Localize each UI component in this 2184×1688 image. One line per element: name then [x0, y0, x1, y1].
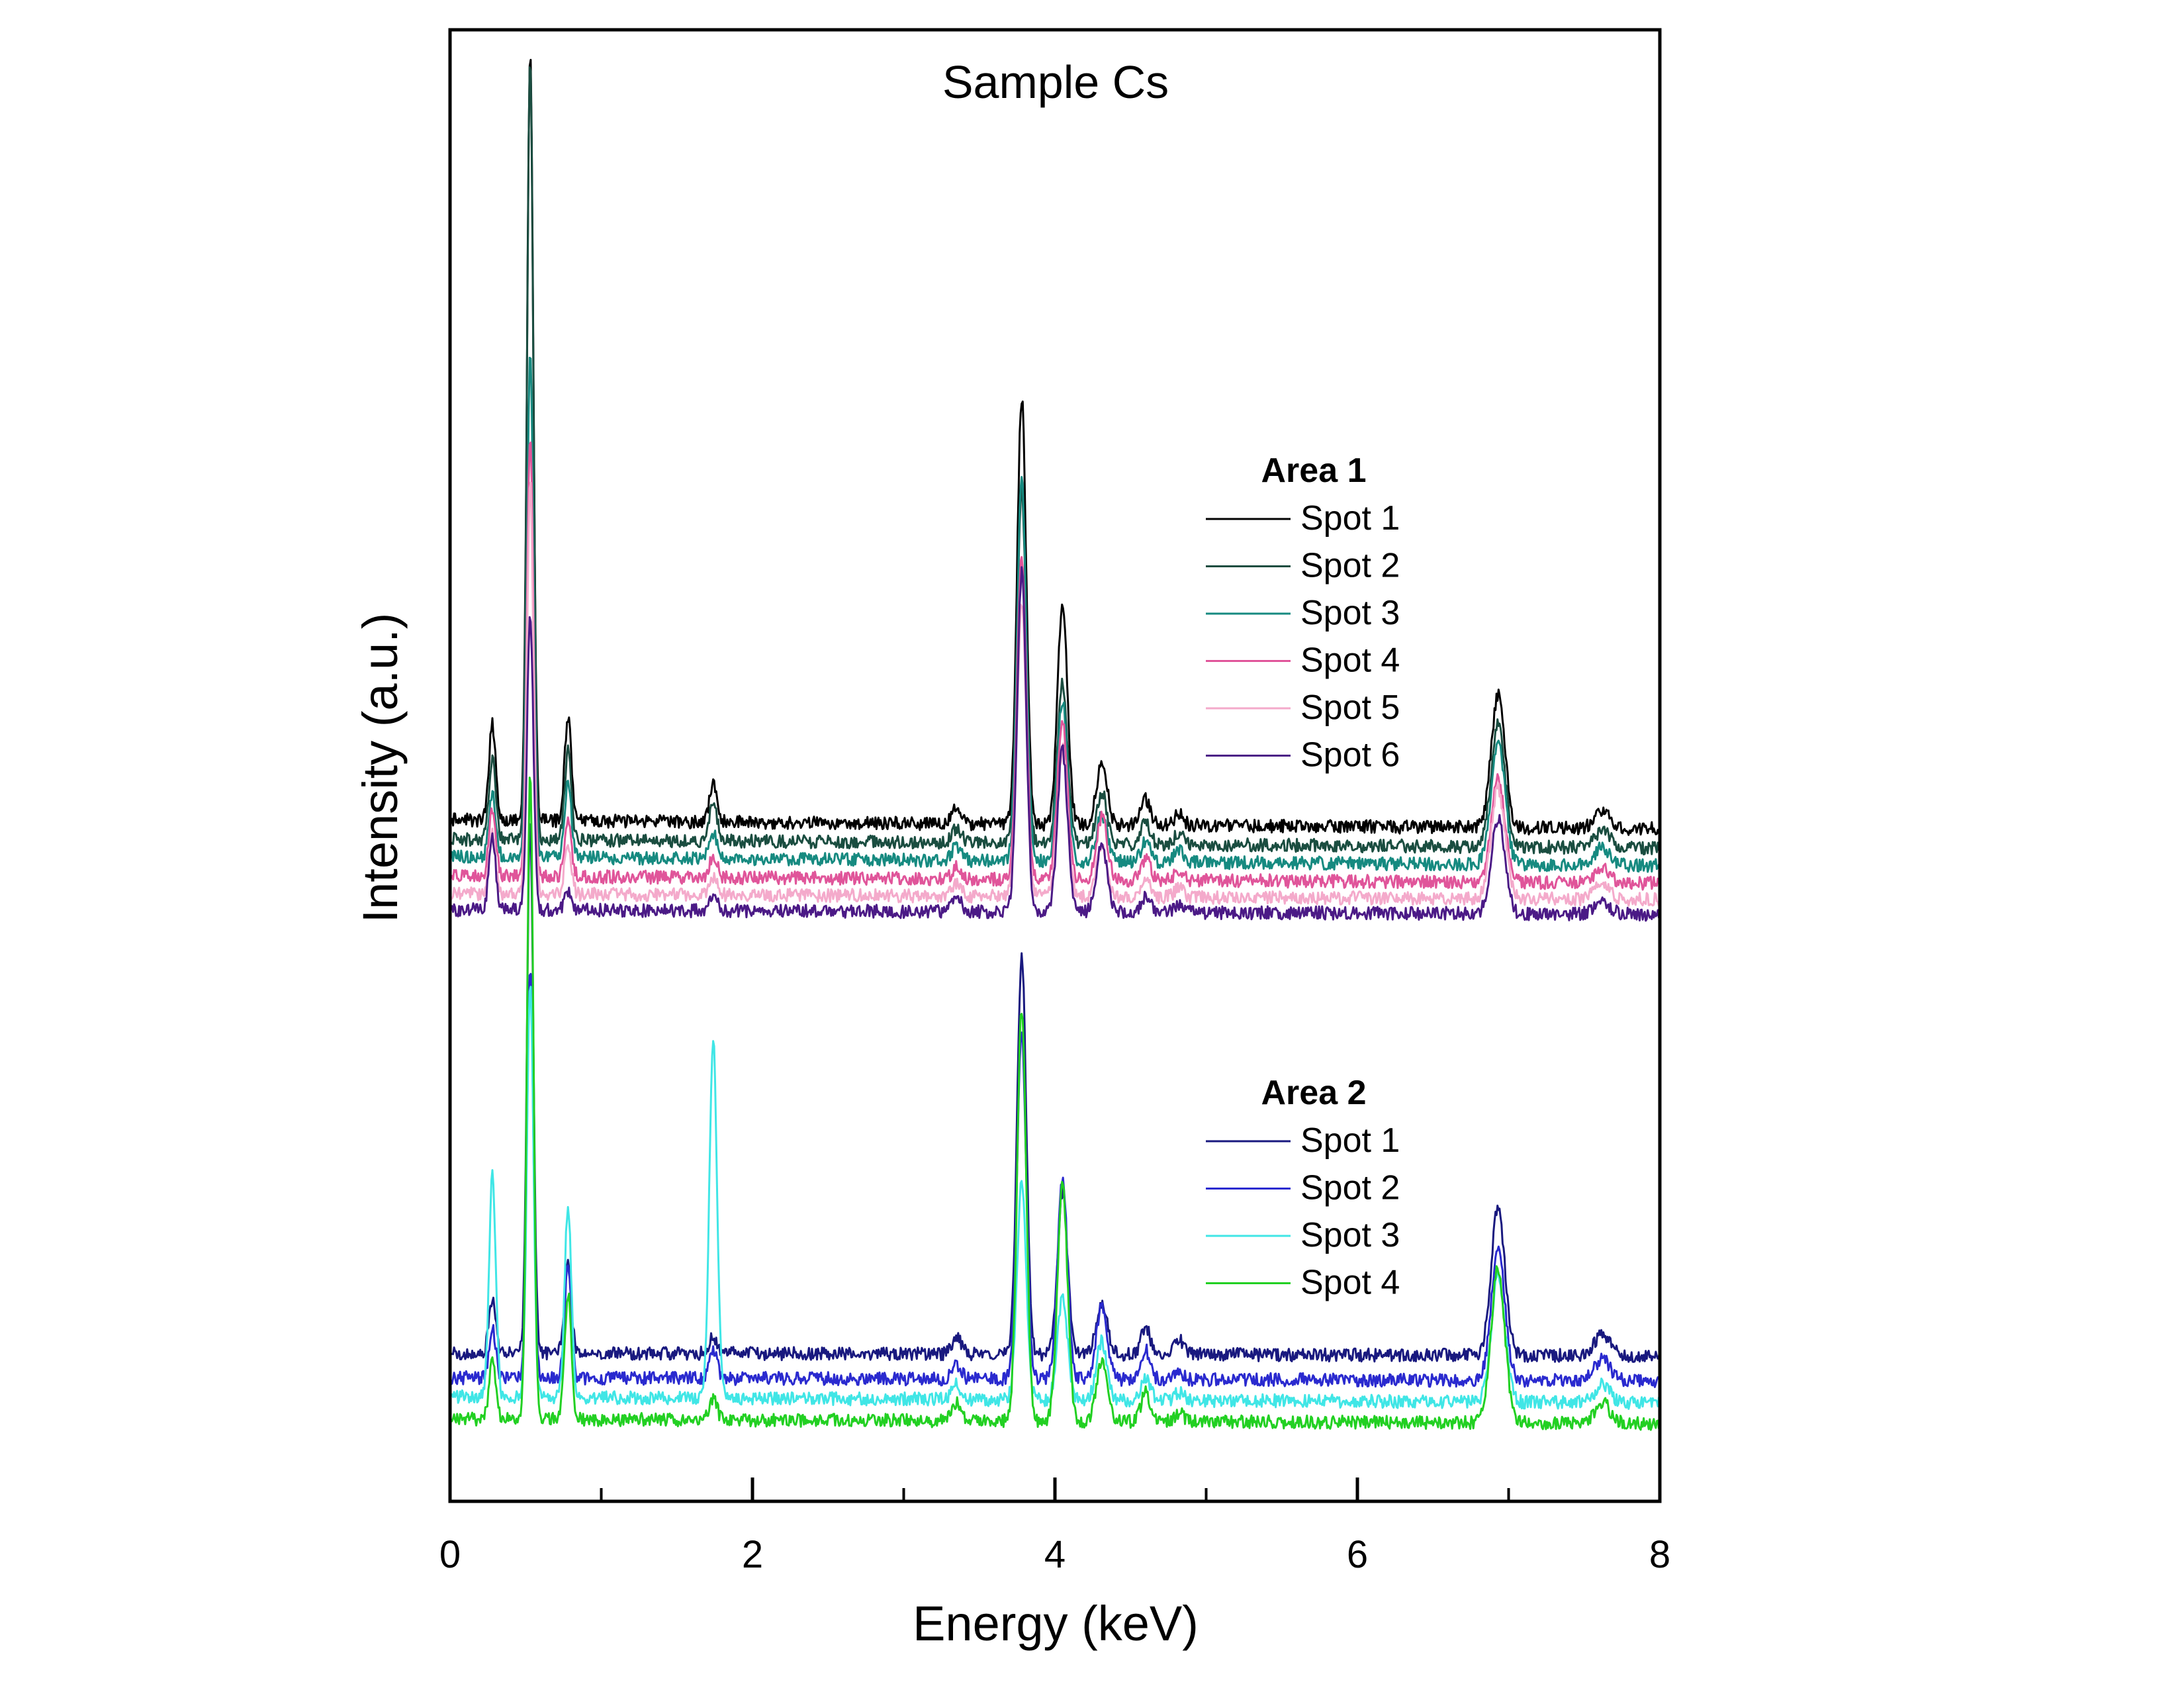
y-axis-label: Intensity (a.u.) — [353, 613, 408, 923]
series-line-area-1-spot-6 — [449, 566, 1661, 922]
chart-title: Sample Cs — [942, 56, 1169, 108]
series-line-area-1-spot-3 — [449, 356, 1661, 873]
x-tick-label: 0 — [439, 1533, 461, 1576]
legend-entry-label: Spot 2 — [1300, 1169, 1400, 1207]
legend-entry-label: Spot 6 — [1300, 736, 1400, 774]
legend-entry-label: Spot 1 — [1300, 1121, 1400, 1160]
legend: Area 1 Spot 1 Spot 2 Spot 3 Spot 4 Spot 5 Spot… — [1206, 451, 1400, 1302]
series-line-area-1-spot-5 — [449, 481, 1661, 907]
series-line-area-1-spot-4 — [449, 442, 1661, 891]
legend-entry-label: Spot 3 — [1300, 1216, 1400, 1254]
series-line-area-1-spot-2 — [449, 66, 1661, 856]
x-tick-label: 4 — [1044, 1533, 1066, 1576]
legend-group-title: Area 2 — [1261, 1074, 1367, 1112]
x-tick-label: 2 — [742, 1533, 763, 1576]
legend-entry-label: Spot 2 — [1300, 547, 1400, 585]
legend-entry-label: Spot 4 — [1300, 1264, 1400, 1302]
x-tick-label: 8 — [1649, 1533, 1670, 1576]
series-layer — [449, 58, 1661, 1431]
legend-entry-label: Spot 1 — [1300, 499, 1400, 538]
series-line-area-1-spot-1 — [449, 58, 1661, 836]
legend-entry-label: Spot 5 — [1300, 688, 1400, 727]
series-line-area-2-spot-3 — [449, 986, 1661, 1410]
x-axis: 0 2 4 6 8 — [439, 1477, 1670, 1576]
legend-group-title: Area 1 — [1261, 451, 1367, 490]
x-axis-label: Energy (keV) — [913, 1596, 1199, 1651]
legend-entry-label: Spot 3 — [1300, 594, 1400, 632]
series-line-area-2-spot-4 — [449, 776, 1661, 1431]
series-line-area-2-spot-2 — [449, 972, 1661, 1388]
legend-entry-label: Spot 4 — [1300, 641, 1400, 680]
x-tick-label: 6 — [1347, 1533, 1368, 1576]
